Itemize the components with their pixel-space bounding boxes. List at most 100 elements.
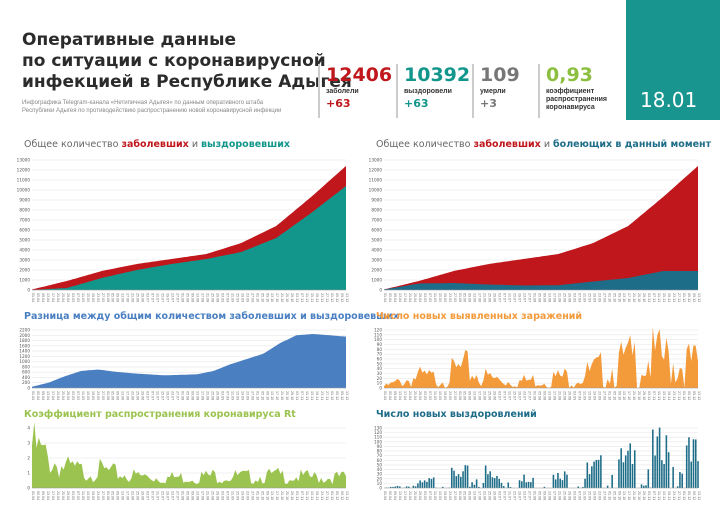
x-tick-label: 11.07 [508,391,512,400]
x-tick-label: 09.10 [617,491,621,500]
x-tick-label: 27.05 [101,491,105,500]
y-tick-label: 400 [22,375,30,380]
x-tick-label: 23.09 [245,491,249,500]
x-tick-label: 05.04 [388,491,392,500]
x-tick-label: 27.09 [250,293,254,302]
x-tick-label: 07.11 [652,293,656,302]
x-tick-label: 21.08 [205,391,209,400]
x-tick-label: 23.11 [672,491,676,500]
x-tick-label: 23.05 [96,391,100,400]
x-tick-label: 09.10 [617,391,621,400]
y-tick-label: 90 [377,444,383,449]
bar [597,459,600,488]
bar [663,463,665,488]
bar [629,443,632,488]
x-tick-label: 05.08 [538,391,542,400]
x-tick-label: 17.08 [200,491,204,500]
y-tick-label: 0 [27,486,30,491]
bar [557,473,559,488]
x-tick-label: 23.05 [96,491,100,500]
y-tick-label: 7000 [371,218,382,223]
x-tick-label: 19.07 [166,391,170,400]
y-tick-label: 1800 [19,338,30,343]
x-tick-label: 07.05 [428,491,432,500]
x-tick-label: 13.06 [473,391,477,400]
subtitle-line-2: Республики Адыгея по противодействию рас… [22,108,282,114]
x-tick-label: 09.10 [265,391,269,400]
bar [441,486,444,488]
x-tick-label: 19.11 [667,491,671,500]
bar [487,474,489,488]
x-tick-label: 09.06 [468,293,472,302]
x-tick-label: 17.04 [51,491,55,500]
bar [627,450,629,488]
x-tick-label: 23.11 [320,491,324,500]
x-tick-label: 17.08 [200,293,204,302]
x-tick-label: 27.05 [101,293,105,302]
x-tick-label: 29.10 [642,491,646,500]
x-tick-label: 03.05 [423,293,427,302]
panel2-t3: и [540,139,554,150]
bar [426,481,428,488]
x-tick-label: 11.09 [582,491,586,500]
x-tick-label: 19.07 [166,491,170,500]
x-tick-label: 19.09 [592,491,596,500]
x-tick-label: 15.09 [235,293,239,302]
page-title: Оперативные данные по ситуации с коронав… [22,30,352,93]
x-tick-label: 17.10 [627,391,631,400]
x-tick-label: 05.10 [612,293,616,302]
bar [600,455,602,488]
bar [389,487,392,488]
x-tick-label: 15.05 [438,391,442,400]
x-tick-label: 11.05 [433,491,437,500]
x-tick-label: 29.08 [567,391,571,400]
x-tick-label: 05.08 [186,391,190,400]
x-tick-label: 25.06 [488,391,492,400]
x-tick-label: 29.04 [66,491,70,500]
x-tick-label: 19.07 [518,491,522,500]
x-tick-label: 11.05 [81,391,85,400]
x-tick-label: 01.08 [181,491,185,500]
bar [681,473,683,488]
page-subtitle: Инфографика Telegram-канала «Нетипичная … [22,99,312,115]
y-tick-label: 50 [377,462,383,467]
x-tick-label: 21.08 [557,293,561,302]
y-tick-label: 120 [374,430,382,435]
x-tick-label: 17.04 [403,391,407,400]
x-tick-label: 13.10 [270,391,274,400]
x-tick-label: 11.11 [657,293,661,302]
panel2-t4: болеющих в данный момент [553,139,712,150]
x-tick-label: 11.09 [582,293,586,302]
x-tick-label: 07.09 [225,491,229,500]
y-tick-label: 1200 [19,354,30,359]
bar [421,482,424,488]
panel1-t2: заболевших [121,139,189,150]
bar [527,481,530,488]
bar [509,487,512,488]
x-tick-label: 01.04 [383,491,387,500]
x-tick-label: 07.05 [428,293,432,302]
x-tick-label: 13.10 [622,391,626,400]
bar [647,469,650,488]
x-tick-label: 29.06 [493,293,497,302]
bar [525,482,528,488]
panel-title-cumulative-active: Общее количество заболевших и болеющих в… [376,139,711,151]
x-tick-label: 23.09 [597,391,601,400]
y-tick-label: 1600 [19,343,30,348]
x-tick-label: 09.04 [41,491,45,500]
x-tick-label: 25.10 [285,293,289,302]
x-tick-label: 13.08 [195,293,199,302]
x-tick-label: 01.04 [31,293,35,302]
x-tick-label: 15.07 [513,491,517,500]
x-tick-label: 29.10 [290,293,294,302]
x-tick-label: 09.08 [542,293,546,302]
x-tick-label: 09.08 [542,391,546,400]
series-area-1 [32,334,346,388]
bar [561,480,564,488]
x-tick-label: 29.06 [141,293,145,302]
x-tick-label: 15.11 [310,491,314,500]
x-tick-label: 01.08 [533,391,537,400]
x-tick-label: 17.08 [552,293,556,302]
x-tick-label: 03.09 [220,391,224,400]
bar [532,477,534,488]
